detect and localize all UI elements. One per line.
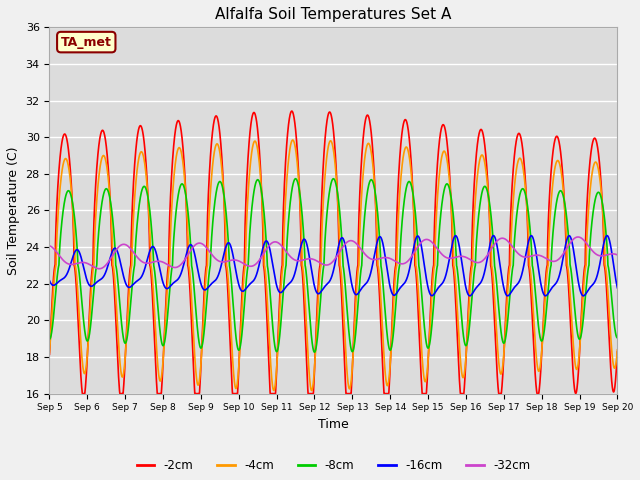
-16cm [613,284,621,290]
X-axis label: Time: Time [318,418,349,431]
-2cm [168,178,175,184]
Line: -32cm: -32cm [49,237,618,269]
-2cm [613,352,621,358]
-2cm [79,391,86,396]
-2cm [204,195,212,201]
-2cm [614,349,621,355]
-4cm [289,137,296,143]
-8cm [389,333,397,339]
-16cm [560,252,568,258]
-16cm [167,282,175,288]
-4cm [45,349,53,355]
-2cm [45,351,53,357]
Legend: -2cm, -4cm, -8cm, -16cm, -32cm: -2cm, -4cm, -8cm, -16cm, -32cm [132,455,535,477]
-16cm [399,282,406,288]
-32cm [45,243,53,249]
-4cm [399,155,407,161]
Y-axis label: Soil Temperature (C): Soil Temperature (C) [7,146,20,275]
Line: -4cm: -4cm [49,140,618,391]
-2cm [560,187,568,193]
-8cm [204,282,212,288]
Line: -8cm: -8cm [49,179,618,352]
-4cm [613,349,621,355]
-8cm [167,271,175,277]
-8cm [560,195,568,201]
-4cm [614,347,621,353]
-8cm [311,349,319,355]
-32cm [614,252,621,258]
-16cm [504,293,511,299]
-32cm [389,257,397,263]
-16cm [45,278,53,284]
-8cm [614,335,621,341]
-4cm [308,388,316,394]
-2cm [399,123,407,129]
-16cm [614,285,621,291]
-32cm [560,251,568,256]
-32cm [399,261,407,267]
-4cm [560,192,568,198]
-32cm [574,234,582,240]
-32cm [168,264,175,270]
Line: -16cm: -16cm [49,236,618,296]
-32cm [204,247,212,252]
-8cm [292,176,300,181]
-2cm [389,296,397,302]
-8cm [613,335,621,341]
-2cm [288,108,296,114]
-8cm [399,208,407,214]
-4cm [204,238,212,244]
Text: TA_met: TA_met [61,36,112,48]
-4cm [167,216,175,222]
Title: Alfalfa Soil Temperatures Set A: Alfalfa Soil Temperatures Set A [215,7,452,22]
-8cm [45,336,53,342]
-16cm [389,292,397,298]
-32cm [95,266,103,272]
-16cm [604,233,611,239]
Line: -2cm: -2cm [49,111,618,394]
-4cm [389,309,397,315]
-16cm [204,285,212,290]
-32cm [613,252,621,258]
